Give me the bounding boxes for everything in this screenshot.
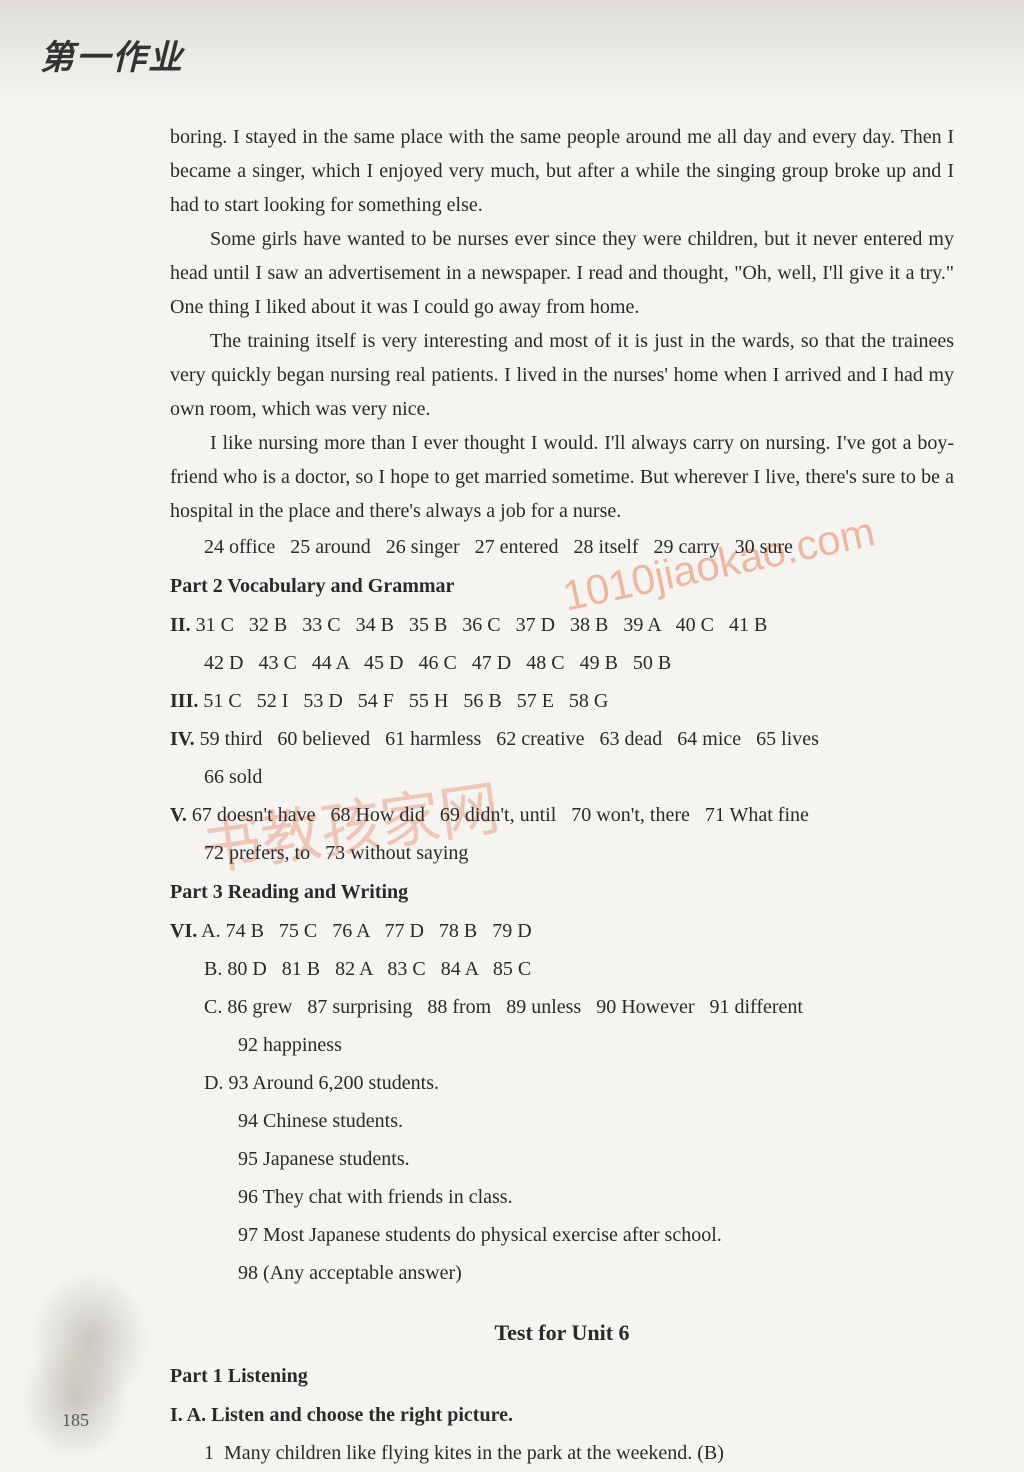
part2-heading: Part 2 Vocabulary and Grammar — [170, 566, 954, 606]
section-IV-label: IV. — [170, 720, 195, 758]
section-II-line2: 42 D 43 C 44 A 45 D 46 C 47 D 48 C 49 B … — [170, 644, 954, 682]
page-number: 185 — [62, 1410, 89, 1431]
section-VI-D3: 95 Japanese students. — [170, 1140, 954, 1178]
answers-24-30: 24 office 25 around 26 singer 27 entered… — [170, 528, 954, 566]
section-VI-label: VI. — [170, 912, 197, 950]
section-VI-B: B. 80 D 81 B 82 A 83 C 84 A 85 C — [170, 950, 954, 988]
section-V-label: V. — [170, 796, 187, 834]
test6-IA-label: I. A. Listen and choose the right pictur… — [170, 1396, 954, 1434]
section-IV-line2: 66 sold — [170, 758, 954, 796]
test6-part1: Part 1 Listening — [170, 1356, 954, 1396]
page-content: boring. I stayed in the same place with … — [0, 0, 1024, 1467]
section-II-line1: II. 31 C 32 B 33 C 34 B 35 B 36 C 37 D 3… — [170, 606, 954, 644]
section-VI-C1: C. 86 grew 87 surprising 88 from 89 unle… — [170, 988, 954, 1026]
section-III-ans1: 51 C 52 I 53 D 54 F 55 H 56 B 57 E 58 G — [198, 690, 608, 712]
section-V-line2: 72 prefers, to 73 without saying — [170, 834, 954, 872]
test6-IA-1: 1 Many children like flying kites in the… — [170, 1434, 954, 1472]
section-VI-D5: 97 Most Japanese students do physical ex… — [170, 1216, 954, 1254]
section-IV-line1: IV. 59 third 60 believed 61 harmless 62 … — [170, 720, 954, 758]
section-VI-D4: 96 They chat with friends in class. — [170, 1178, 954, 1216]
section-II-label: II. — [170, 606, 191, 644]
section-VI-D1: D. 93 Around 6,200 students. — [170, 1064, 954, 1102]
section-IV-ans1: 59 third 60 believed 61 harmless 62 crea… — [195, 728, 819, 750]
passage-p1: boring. I stayed in the same place with … — [170, 120, 954, 222]
section-III-line1: III. 51 C 52 I 53 D 54 F 55 H 56 B 57 E … — [170, 682, 954, 720]
passage-p2: Some girls have wanted to be nurses ever… — [170, 222, 954, 324]
passage-p3: The training itself is very interesting … — [170, 324, 954, 426]
section-VI-D2: 94 Chinese students. — [170, 1102, 954, 1140]
test6-title: Test for Unit 6 — [170, 1320, 954, 1346]
section-V-ans1: 67 doesn't have 68 How did 69 didn't, un… — [187, 804, 809, 826]
section-VI-C2: 92 happiness — [170, 1026, 954, 1064]
passage-p4: I like nursing more than I ever thought … — [170, 426, 954, 528]
section-VI-A-ans: A. 74 B 75 C 76 A 77 D 78 B 79 D — [197, 920, 531, 942]
reading-passage: boring. I stayed in the same place with … — [170, 120, 954, 528]
section-III-label: III. — [170, 682, 198, 720]
section-VI-A: VI. A. 74 B 75 C 76 A 77 D 78 B 79 D — [170, 912, 954, 950]
section-VI-D6: 98 (Any acceptable answer) — [170, 1254, 954, 1292]
section-II-ans1: 31 C 32 B 33 C 34 B 35 B 36 C 37 D 38 B … — [191, 614, 768, 636]
part3-heading: Part 3 Reading and Writing — [170, 872, 954, 912]
section-V-line1: V. 67 doesn't have 68 How did 69 didn't,… — [170, 796, 954, 834]
